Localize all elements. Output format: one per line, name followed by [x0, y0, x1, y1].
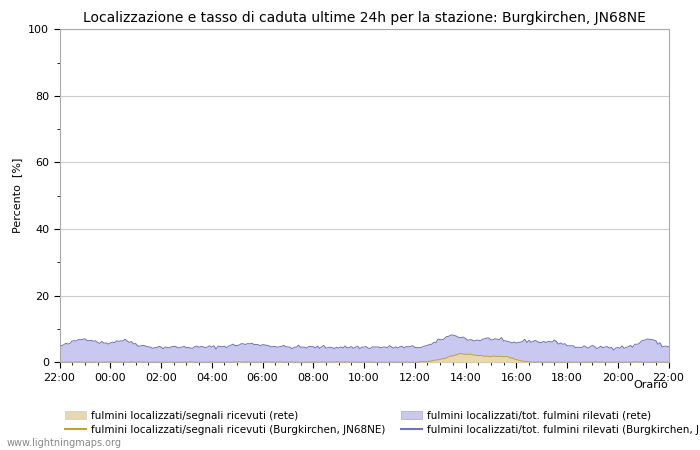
Text: www.lightningmaps.org: www.lightningmaps.org: [7, 438, 122, 448]
Title: Localizzazione e tasso di caduta ultime 24h per la stazione: Burgkirchen, JN68NE: Localizzazione e tasso di caduta ultime …: [83, 11, 645, 25]
Legend: fulmini localizzati/segnali ricevuti (rete), fulmini localizzati/segnali ricevut: fulmini localizzati/segnali ricevuti (re…: [64, 411, 700, 435]
Y-axis label: Percento  [%]: Percento [%]: [13, 158, 22, 234]
Text: Orario: Orario: [634, 380, 668, 390]
